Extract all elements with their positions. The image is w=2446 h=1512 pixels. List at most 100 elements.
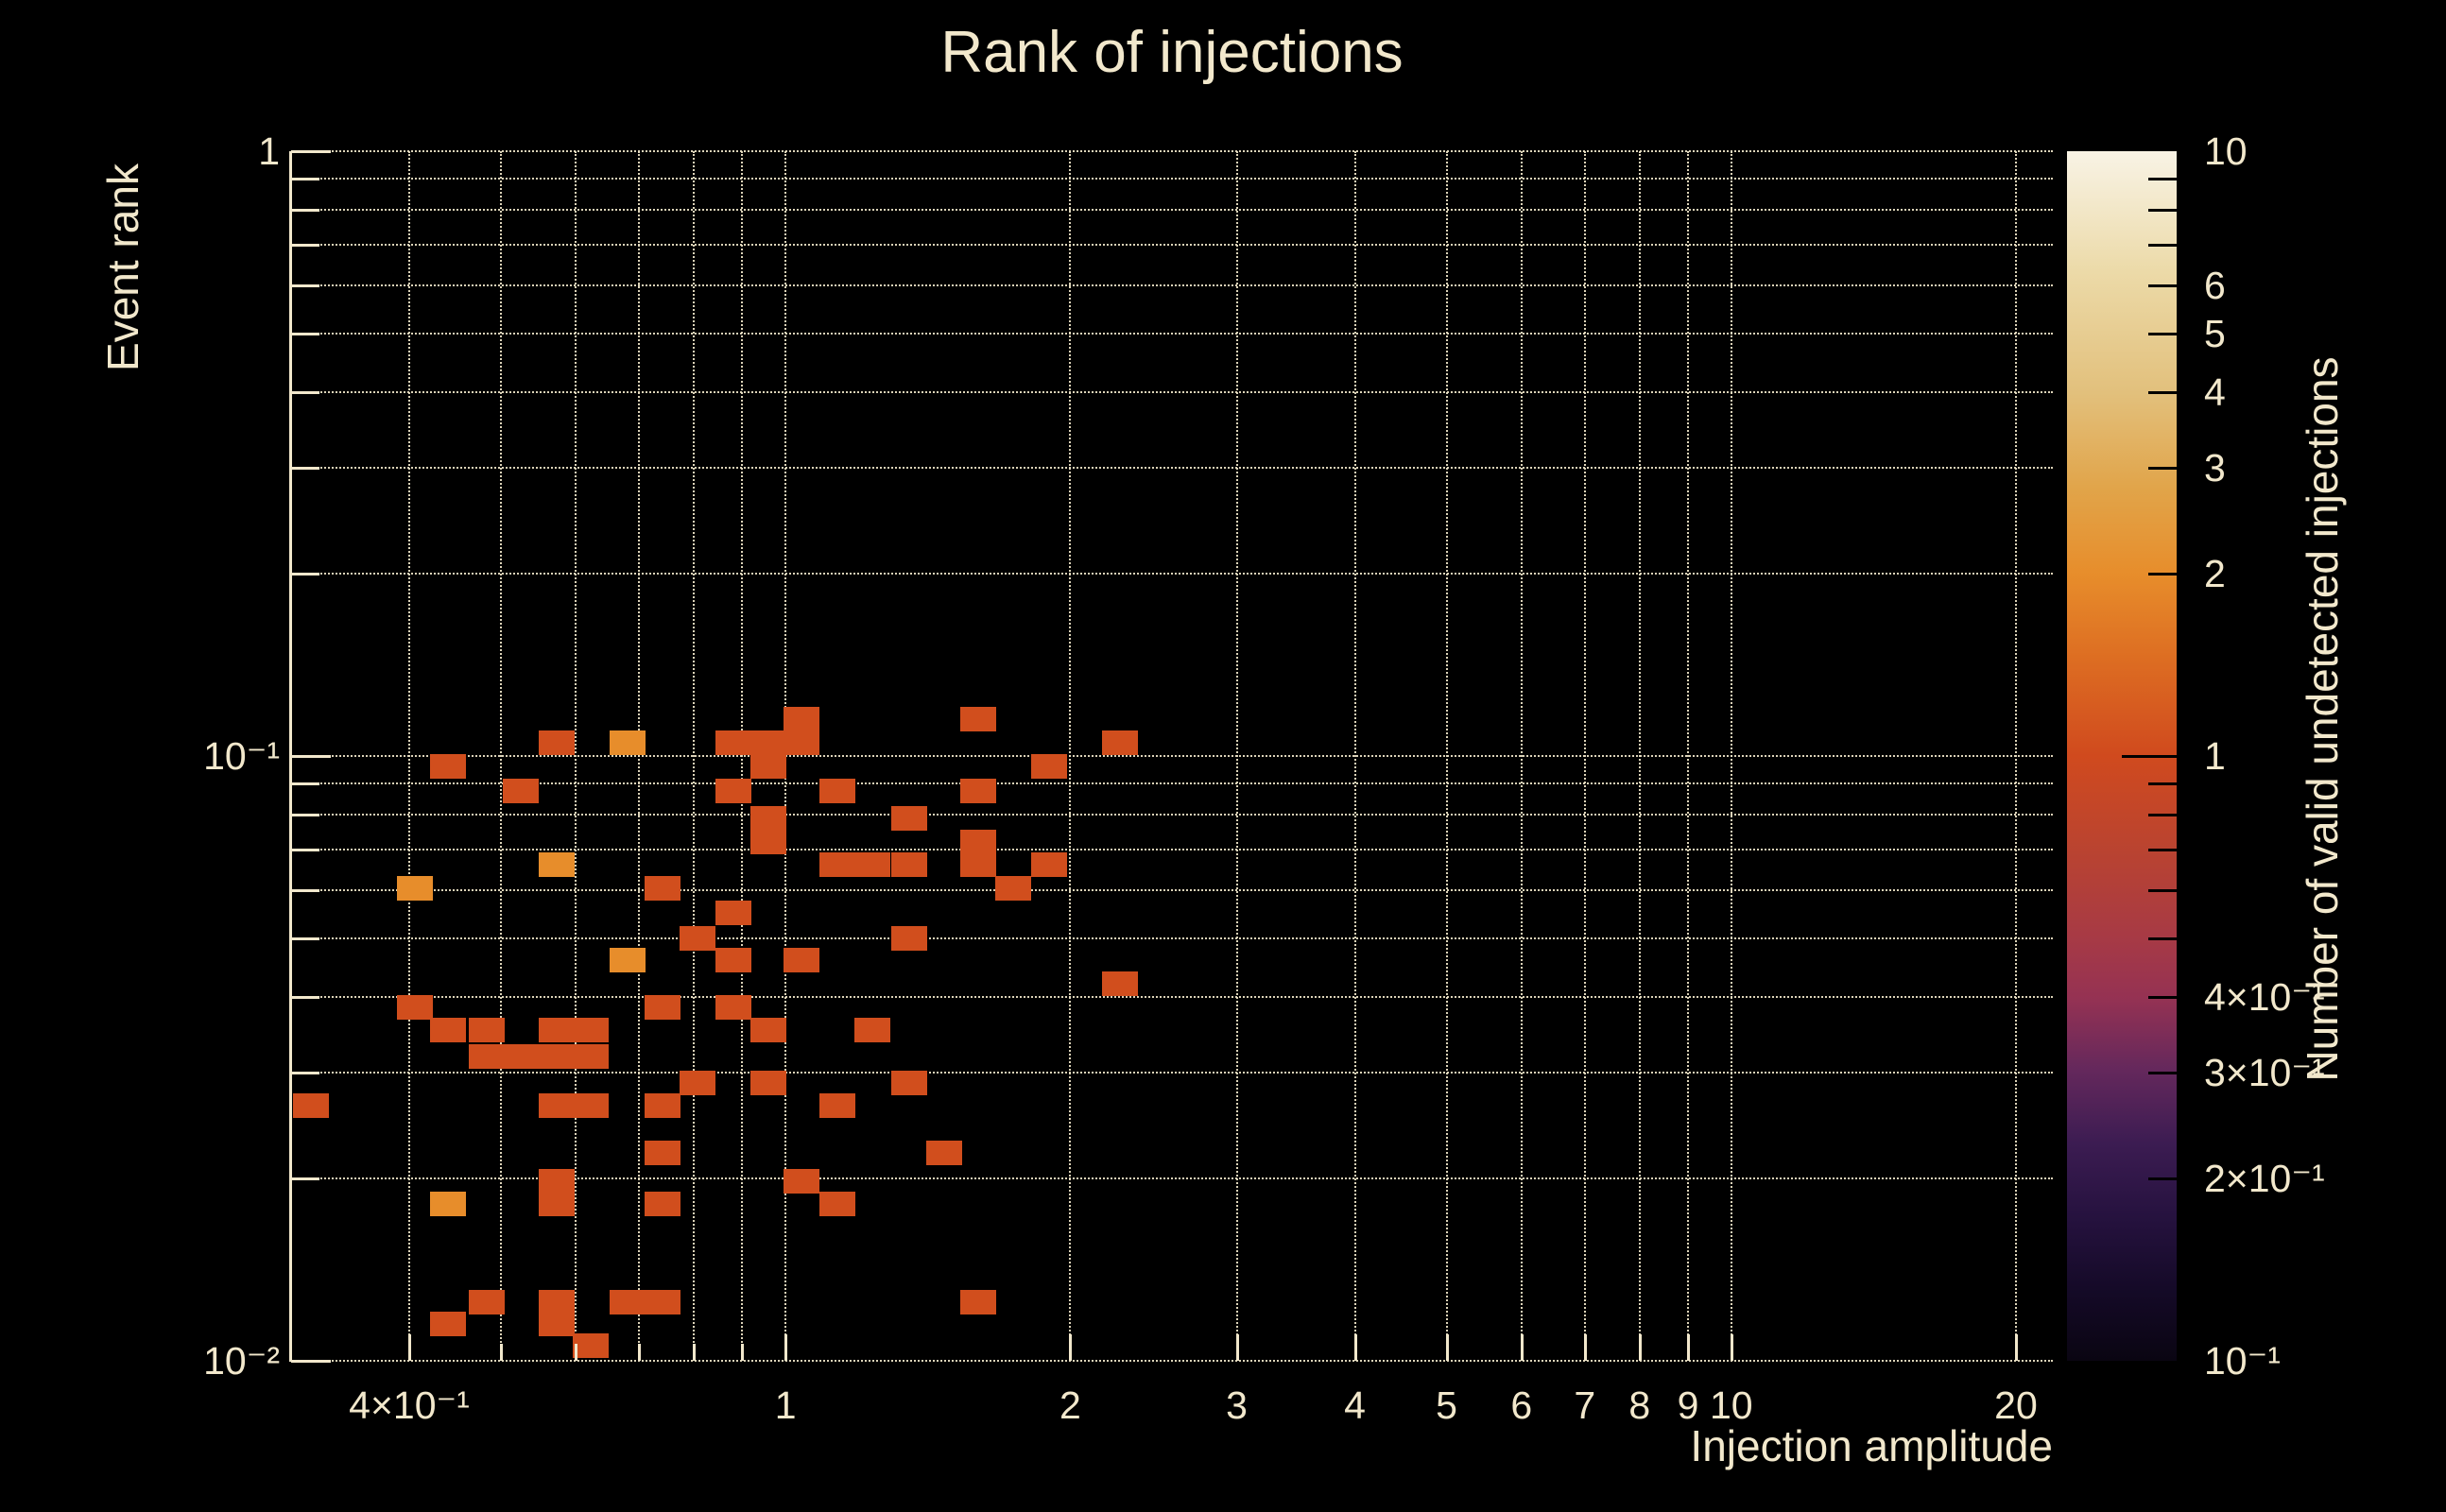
y-axis-tick [291,284,319,287]
colorbar-tick [2148,466,2177,470]
x-tick-label: 7 [1574,1383,1596,1427]
heatmap-cell [644,1140,680,1165]
heatmap-cell [539,1312,576,1337]
heatmap-cell [784,1169,820,1194]
heatmap-cell [468,1018,505,1043]
x-tick-label: 8 [1628,1383,1651,1427]
heatmap-cell [1031,852,1068,878]
x-axis-tick [1235,1334,1239,1361]
heatmap-cell [430,1191,467,1216]
heatmap-cell [960,1289,997,1314]
x-axis-tick [499,1344,503,1361]
heatmap-cell [644,1093,680,1119]
heatmap-cell [960,852,997,878]
heatmap-cell [1102,730,1139,756]
x-axis-tick [1686,1334,1690,1361]
heatmap-cell [819,1093,856,1119]
y-tick-label: 1 [258,129,280,173]
y-axis-tick [291,390,319,394]
heatmap-cell [715,779,751,804]
colorbar-tick-label: 5 [2204,311,2226,355]
y-gridline [291,995,2053,998]
heatmap-cell [960,779,997,804]
chart-title: Rank of injections [940,20,1404,85]
y-gridline [291,1177,2053,1180]
heatmap-cell [572,1018,609,1043]
heatmap-cell [715,947,751,972]
colorbar-tick [2148,936,2177,940]
heatmap-cell [609,730,646,756]
heatmap-cell [539,1191,576,1216]
x-axis-tick [1583,1334,1587,1361]
x-tick-label: 1 [774,1383,797,1427]
x-axis-tick [408,1334,411,1361]
colorbar-tick [2148,995,2177,999]
y-gridline [291,466,2053,469]
x-gridline [1353,151,1356,1361]
heatmap-cell [890,925,927,951]
y-axis-tick [291,573,319,576]
colorbar-tick-label: 3×10⁻¹ [2204,1050,2325,1094]
heatmap-cell [539,1044,576,1070]
colorbar-tick-label: 2 [2204,552,2226,596]
heatmap-cell [750,830,787,855]
heatmap-cell [468,1289,505,1314]
heatmap-cell [890,1070,927,1095]
colorbar-tick [2148,284,2177,287]
heatmap-cell [819,779,856,804]
y-axis-tick [291,888,319,892]
y-gridline [291,814,2053,816]
heatmap-cell [609,947,646,972]
heatmap-cell [994,875,1031,901]
colorbar-tick [2148,332,2177,335]
heatmap-cell [890,852,927,878]
y-axis-title: Event rank [98,163,147,371]
colorbar-gradient [2067,151,2177,1361]
y-gridline [291,284,2053,286]
heatmap-cell [430,1312,467,1337]
x-axis-tick [1353,1334,1357,1361]
heatmap-cell [293,1093,330,1119]
heatmap-cell [539,1018,576,1043]
x-axis-tick [575,1344,578,1361]
colorbar-tick [2148,782,2177,786]
colorbar-tick-label: 3 [2204,445,2226,490]
x-gridline [408,151,410,1361]
heatmap-cell [890,805,927,831]
x-tick-label: 20 [1994,1383,2038,1427]
y-gridline [291,888,2053,891]
heatmap-cell [854,1018,891,1043]
x-tick-label: 3 [1226,1383,1248,1427]
heatmap-cell [397,875,434,901]
y-gridline [291,390,2053,393]
heatmap-cell [1102,971,1139,997]
colorbar-tick [2148,209,2177,213]
colorbar-tick [2148,849,2177,852]
heatmap-cell [572,1332,609,1358]
heatmap-cell [397,995,434,1021]
heatmap-cell [750,730,787,756]
x-gridline [1235,151,1238,1361]
x-gridline [1069,151,1072,1361]
x-tick-label: 9 [1677,1383,1699,1427]
x-tick-label: 4 [1344,1383,1366,1427]
colorbar-tick [2148,814,2177,817]
y-gridline [291,755,2053,757]
x-gridline [1730,151,1732,1361]
colorbar-tick-label: 1 [2204,734,2226,778]
y-axis-tick [291,209,319,213]
heatmap-cell [503,779,540,804]
y-axis-tick [291,150,331,153]
y-tick-label: 10⁻² [203,1339,280,1383]
colorbar-tick-label: 6 [2204,263,2226,307]
heatmap-cell [468,1044,505,1070]
y-axis-tick [291,814,319,817]
colorbar-tick-label: 4 [2204,369,2226,414]
y-gridline [291,244,2053,247]
heatmap-cell [680,1070,715,1095]
y-gridline [291,573,2053,576]
y-axis-tick [291,466,319,470]
x-axis-tick [638,1344,642,1361]
x-tick-label: 5 [1436,1383,1457,1427]
